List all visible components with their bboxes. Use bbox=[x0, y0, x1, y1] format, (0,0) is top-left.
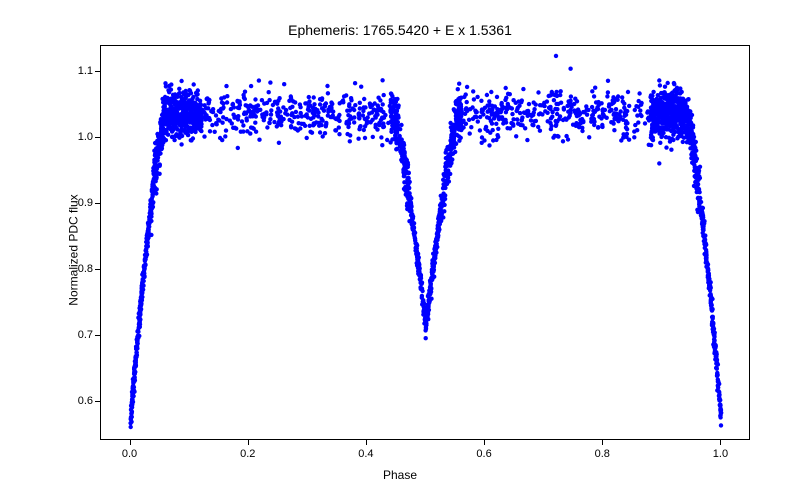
x-tick-label: 0.8 bbox=[595, 448, 610, 460]
chart-container: Ephemeris: 1765.5420 + E x 1.5361 Normal… bbox=[0, 0, 800, 500]
chart-title: Ephemeris: 1765.5420 + E x 1.5361 bbox=[0, 22, 800, 38]
y-tick-label: 0.9 bbox=[58, 197, 93, 209]
x-tick-label: 0.4 bbox=[358, 448, 373, 460]
y-tick-label: 0.7 bbox=[58, 329, 93, 341]
scatter-data-layer bbox=[101, 46, 749, 439]
x-axis-label: Phase bbox=[0, 468, 800, 482]
y-axis-label: Normalized PDC flux bbox=[67, 194, 81, 305]
x-tick-label: 0.0 bbox=[122, 448, 137, 460]
x-tick-label: 0.2 bbox=[240, 448, 255, 460]
y-tick-label: 1.1 bbox=[58, 65, 93, 77]
y-tick-label: 0.6 bbox=[58, 395, 93, 407]
x-tick-label: 0.6 bbox=[476, 448, 491, 460]
y-tick-label: 0.8 bbox=[58, 263, 93, 275]
y-tick-label: 1.0 bbox=[58, 131, 93, 143]
plot-area bbox=[100, 45, 750, 440]
x-tick-label: 1.0 bbox=[713, 448, 728, 460]
